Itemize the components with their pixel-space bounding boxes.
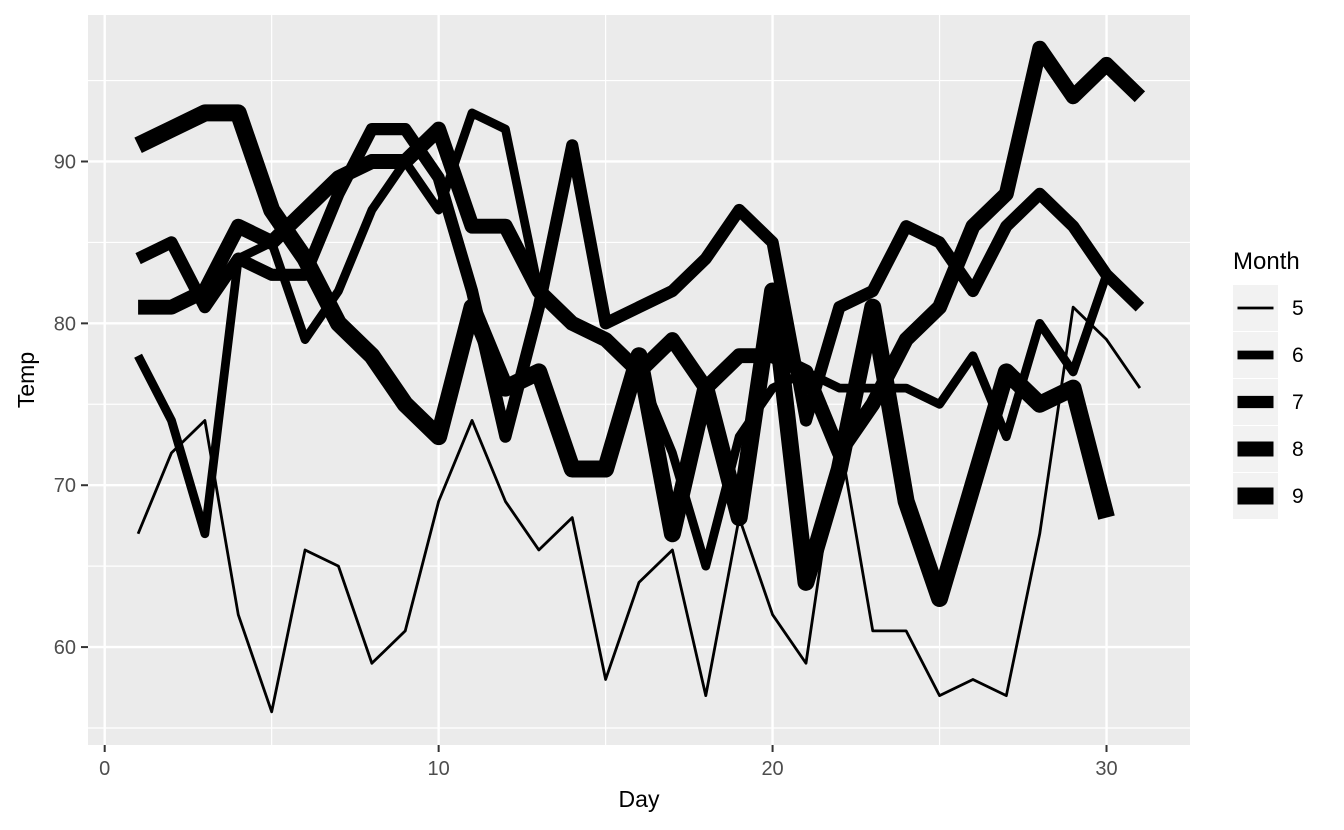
legend-title: Month bbox=[1233, 248, 1300, 275]
x-tick-label: 0 bbox=[99, 758, 110, 780]
series-line-month-5 bbox=[136, 305, 1142, 714]
legend-label: 5 bbox=[1292, 297, 1304, 320]
series-line-month-9 bbox=[134, 104, 1115, 608]
legend-label: 9 bbox=[1292, 485, 1304, 508]
y-tick-label: 60 bbox=[54, 637, 76, 659]
x-tick-label: 20 bbox=[761, 758, 783, 780]
y-tick-label: 70 bbox=[54, 475, 76, 497]
y-tick-label: 90 bbox=[54, 151, 76, 173]
x-tick-label: 10 bbox=[428, 758, 450, 780]
legend-label: 8 bbox=[1292, 438, 1304, 461]
legend: Month 5 6 7 8 9 bbox=[1233, 248, 1304, 519]
x-axis-title: Day bbox=[619, 786, 660, 812]
legend-label: 6 bbox=[1292, 344, 1304, 367]
y-tick-label: 80 bbox=[54, 313, 76, 335]
x-tick-label: 30 bbox=[1095, 758, 1117, 780]
y-axis-title: Temp bbox=[13, 352, 39, 408]
legend-label: 7 bbox=[1292, 391, 1304, 414]
